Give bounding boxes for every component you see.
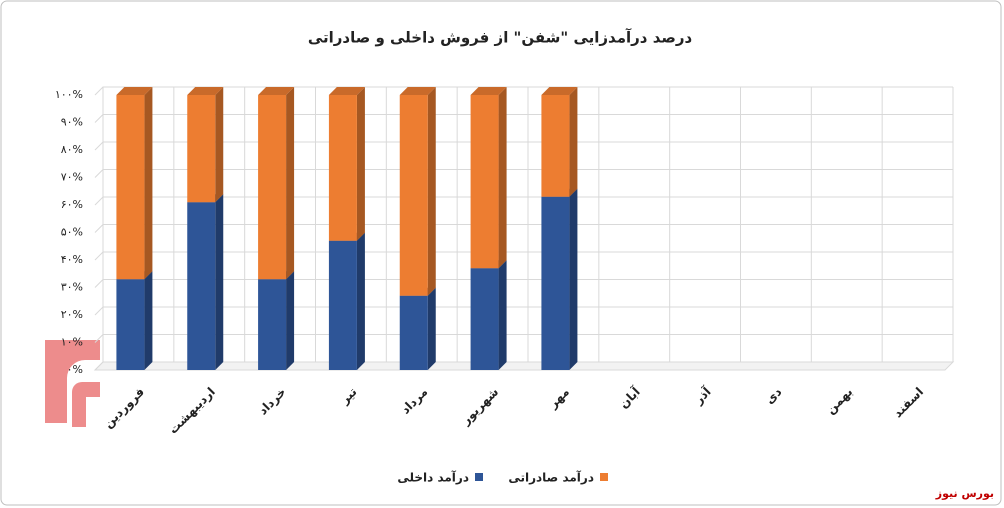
bar-segment <box>399 95 428 296</box>
bar-side <box>356 87 365 241</box>
bar-side <box>144 271 153 370</box>
bar-segment <box>116 279 145 370</box>
bar-side <box>286 87 295 280</box>
bar-segment <box>187 95 216 203</box>
bar-top <box>187 87 224 95</box>
bar-segment <box>258 279 287 370</box>
bar-segment <box>470 95 499 269</box>
y-tick-label: ۲۰% <box>61 308 83 321</box>
legend-label: درآمد صادراتی <box>508 470 594 485</box>
bar-side <box>215 194 224 370</box>
y-tick-label: ۷۰% <box>61 171 83 184</box>
bar-segment <box>399 295 428 370</box>
bar-side <box>427 287 436 370</box>
bar-segment <box>541 196 570 370</box>
bar-top <box>541 87 578 95</box>
bar-side <box>498 260 507 370</box>
y-tick-label: ۴۰% <box>61 253 83 266</box>
bar-segment <box>470 268 499 370</box>
bar-top <box>116 87 153 95</box>
bar-top <box>399 87 436 95</box>
y-tick-label: ۶۰% <box>61 198 83 211</box>
y-tick-label: ۰% <box>67 363 83 376</box>
bar-side <box>569 188 578 370</box>
bar-segment <box>328 240 357 370</box>
source: بورس نیوز <box>935 487 994 500</box>
bar-side <box>215 87 224 203</box>
bar-segment <box>187 202 216 370</box>
bar-side <box>356 232 365 370</box>
floor <box>93 361 955 371</box>
bar-side <box>144 87 153 280</box>
bar-top <box>328 87 365 95</box>
y-tick-label: ۳۰% <box>61 281 83 294</box>
y-tick-label: ۸۰% <box>61 143 83 156</box>
legend-swatch <box>600 473 608 481</box>
bar-segment <box>328 95 357 241</box>
chart-title: درصد درآمدزایی "شفن" از فروش داخلی و صاد… <box>308 29 693 47</box>
bar-segment <box>116 95 145 280</box>
bar-segment <box>258 95 287 280</box>
bar-side <box>427 87 436 296</box>
logo <box>45 340 100 427</box>
bar-side <box>286 271 295 370</box>
bar-side <box>569 87 578 197</box>
bar-top <box>258 87 295 95</box>
y-tick-label: ۵۰% <box>61 226 83 239</box>
legend-swatch <box>475 473 483 481</box>
y-tick-label: ۹۰% <box>61 116 83 129</box>
y-tick-label: ۱۰۰% <box>55 88 83 101</box>
legend-label: درآمد داخلی <box>397 470 469 485</box>
y-tick-label: ۱۰% <box>61 336 83 349</box>
bar-side <box>498 87 507 269</box>
bar-segment <box>541 95 570 197</box>
bar-top <box>470 87 507 95</box>
